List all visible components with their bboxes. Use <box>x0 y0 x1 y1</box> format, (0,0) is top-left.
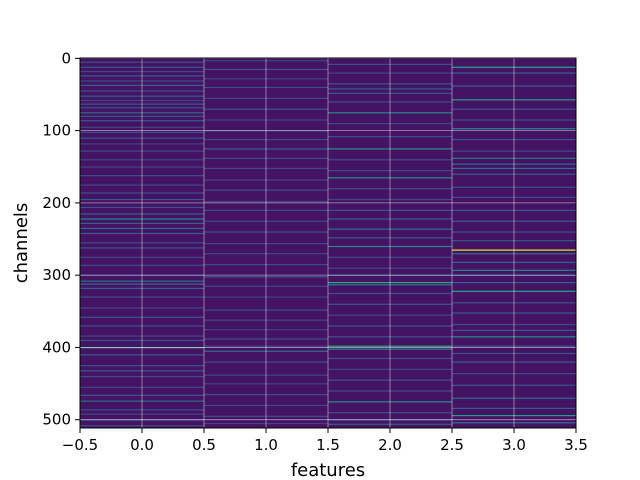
y-tick-label: 100 <box>42 122 71 140</box>
x-tick-label: 3.0 <box>502 436 526 454</box>
y-tick-label: 200 <box>42 194 71 212</box>
y-tick-label: 400 <box>42 338 71 356</box>
x-tick-label: 1.5 <box>316 436 340 454</box>
y-axis-ticks: 0 100 200 300 400 500 <box>42 49 80 429</box>
y-tick-label: 500 <box>42 411 71 429</box>
x-tick-label: 0.5 <box>192 436 216 454</box>
x-tick-label: −0.5 <box>62 436 98 454</box>
x-axis-ticks: −0.5 0.0 0.5 1.0 1.5 2.0 2.5 3.0 3.5 <box>62 428 588 454</box>
y-tick-label: 0 <box>61 49 71 67</box>
x-tick-label: 2.5 <box>440 436 464 454</box>
x-tick-label: 2.0 <box>378 436 402 454</box>
x-tick-label: 3.5 <box>564 436 588 454</box>
x-axis-label: features <box>291 460 365 480</box>
x-tick-label: 1.0 <box>254 436 278 454</box>
x-tick-label: 0.0 <box>130 436 154 454</box>
y-axis-label: channels <box>11 203 32 284</box>
y-tick-label: 300 <box>42 266 71 284</box>
